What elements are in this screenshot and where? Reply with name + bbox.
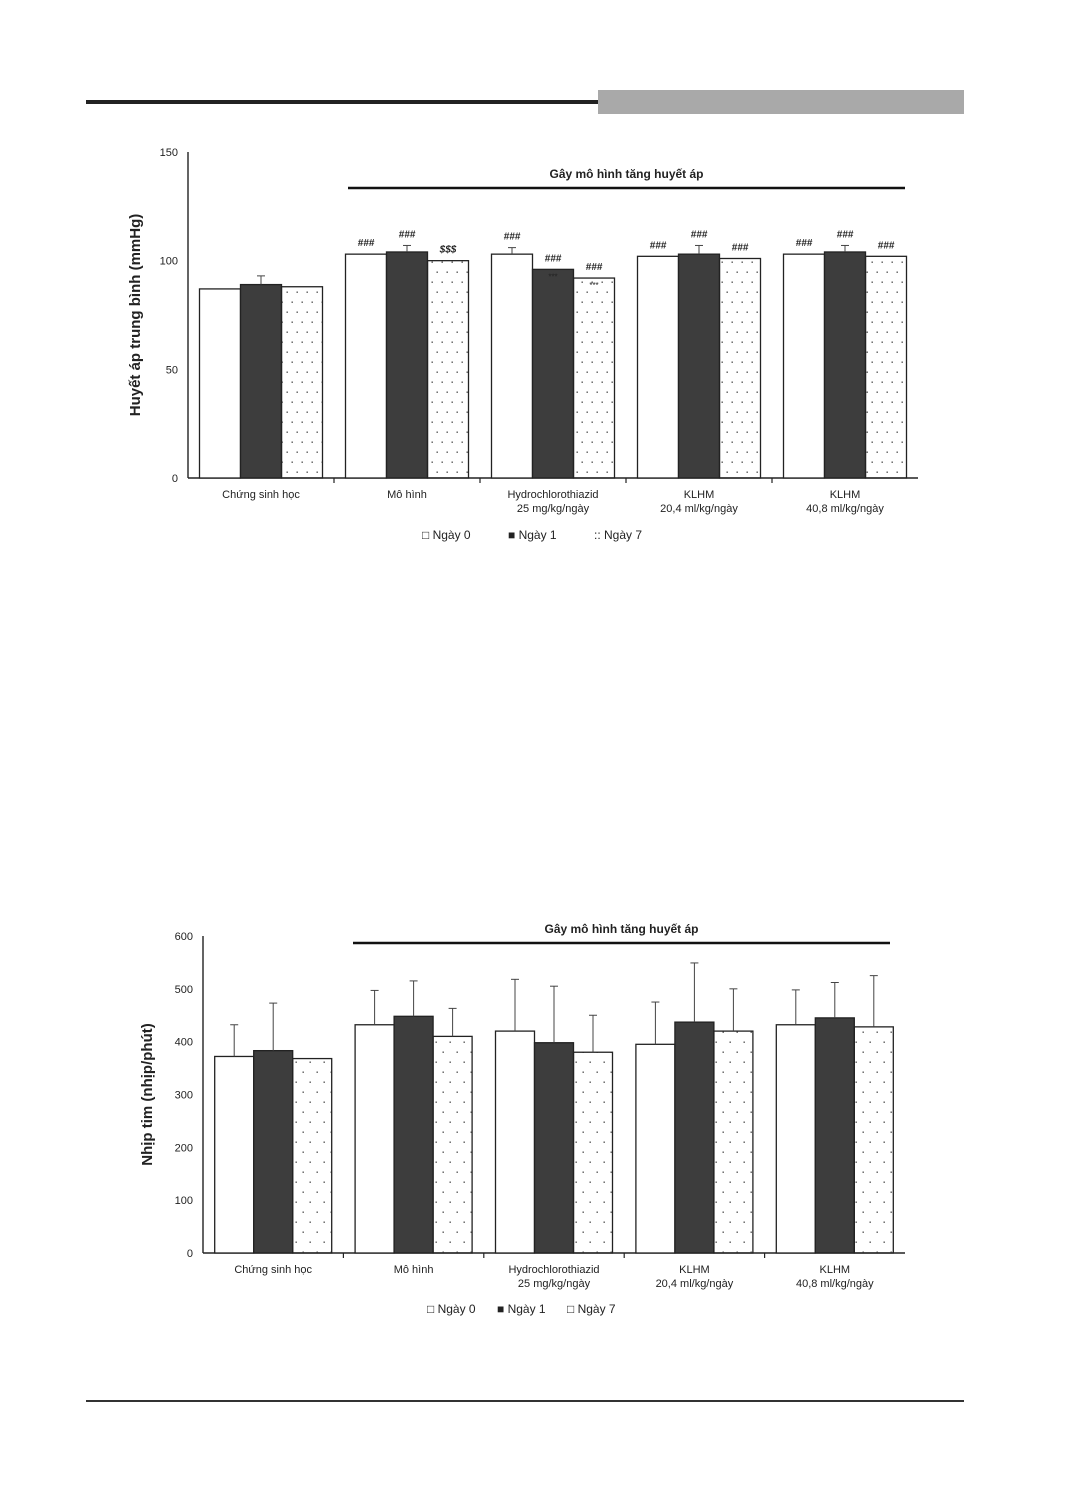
- category-label: KLHM: [830, 489, 861, 501]
- legend-entry: ■ Ngày 1: [508, 528, 557, 542]
- header-band: [598, 90, 964, 114]
- y-tick-label: 100: [160, 256, 178, 268]
- category-label: KLHM: [684, 489, 715, 501]
- y-tick-label: 100: [175, 1195, 193, 1207]
- bar-2-3: [426, 260, 470, 479]
- bar-2-2: [385, 251, 429, 479]
- bar-2-3: [432, 1035, 473, 1254]
- significance-label-small: ***: [548, 272, 557, 281]
- significance-label: ###: [545, 253, 562, 264]
- bar-3-1: [490, 253, 534, 479]
- significance-label: ###: [732, 242, 749, 253]
- bar-2-1: [344, 253, 388, 479]
- legend-entry: □ Ngày 0: [427, 1302, 476, 1316]
- bar-5-1: [782, 253, 826, 479]
- header-rule: [86, 100, 598, 104]
- y-tick-label: 0: [187, 1248, 193, 1260]
- category-label: 40,8 ml/kg/ngày: [796, 1278, 874, 1290]
- bar-3-3: [572, 277, 616, 479]
- significance-label: ###: [878, 240, 895, 251]
- bar-5-2: [814, 1017, 855, 1254]
- category-label: Chứng sinh học: [222, 489, 300, 501]
- bar-5-1: [775, 1024, 816, 1254]
- significance-label: ###: [796, 238, 813, 249]
- y-tick-label: 400: [175, 1037, 193, 1049]
- y-tick-label: 50: [166, 364, 178, 376]
- bar-1-2: [253, 1049, 294, 1254]
- bar-4-1: [635, 1043, 676, 1254]
- category-label: Mô hình: [394, 1264, 434, 1276]
- category-label: KLHM: [820, 1264, 851, 1276]
- bracket-label: Gây mô hình tăng huyết áp: [544, 922, 698, 936]
- bar-2-1: [354, 1024, 395, 1254]
- bar-1-3: [280, 286, 324, 479]
- category-label: Chứng sinh học: [234, 1264, 312, 1276]
- category-label: 25 mg/kg/ngày: [517, 503, 590, 515]
- bar-1-1: [198, 288, 242, 479]
- heart-rate-chart: 0 100 200 300 400 500 600 Nhịp tim (nhịp/phút) G…: [139, 922, 905, 1316]
- bar-5-2: [823, 251, 867, 479]
- bar-1-3: [292, 1057, 333, 1254]
- category-label: Hydrochlorothiazid: [507, 489, 598, 501]
- significance-label: ###: [650, 240, 667, 251]
- y-tick-label: 150: [160, 147, 178, 159]
- significance-label: ###: [586, 262, 603, 273]
- significance-label: ###: [837, 229, 854, 240]
- category-label: 20,4 ml/kg/ngày: [656, 1278, 734, 1290]
- y-tick-label: 0: [172, 473, 178, 485]
- significance-label: ###: [504, 232, 521, 243]
- y-axis-label: Nhịp tim (nhịp/phút): [139, 1023, 156, 1165]
- category-label: KLHM: [679, 1264, 710, 1276]
- category-label: Mô hình: [387, 489, 427, 501]
- y-tick-label: 300: [175, 1090, 193, 1102]
- bar-5-3: [864, 255, 908, 479]
- bar-1-1: [214, 1055, 255, 1254]
- bar-3-1: [494, 1030, 536, 1254]
- legend-entry: □ Ngày 7: [567, 1302, 616, 1316]
- y-tick-label: 500: [175, 984, 193, 996]
- bar-4-1: [636, 255, 680, 479]
- significance-label: $$$: [439, 245, 457, 256]
- significance-label-small: ***: [589, 281, 598, 290]
- bar-4-3: [718, 257, 762, 479]
- y-tick-label: 600: [175, 931, 193, 943]
- significance-label: ###: [691, 229, 708, 240]
- legend-entry: ■ Ngày 1: [497, 1302, 546, 1316]
- mean-blood-pressure-chart: 0 50 100 150 Huyết áp trung bình (mmHg) Gây m…: [127, 147, 918, 542]
- y-axis-label: Huyết áp trung bình (mmHg): [127, 214, 144, 417]
- y-tick-label: 200: [175, 1142, 193, 1154]
- bar-1-2: [239, 283, 283, 479]
- bar-5-3: [853, 1026, 894, 1254]
- category-label: Hydrochlorothiazid: [508, 1264, 599, 1276]
- bar-4-3: [713, 1030, 754, 1254]
- bar-3-3: [572, 1051, 614, 1254]
- bar-3-2: [531, 268, 575, 479]
- legend-entry: :: Ngày 7: [594, 528, 642, 542]
- bar-3-2: [533, 1042, 575, 1254]
- bracket-label: Gây mô hình tăng huyết áp: [549, 167, 703, 181]
- bar-4-2: [674, 1021, 715, 1254]
- category-label: 25 mg/kg/ngày: [518, 1278, 591, 1290]
- footer-rule: [86, 1400, 964, 1402]
- legend-entry: □ Ngày 0: [422, 528, 471, 542]
- bar-2-2: [393, 1015, 434, 1254]
- significance-label: ###: [399, 229, 416, 240]
- bar-4-2: [677, 253, 721, 479]
- category-label: 20,4 ml/kg/ngày: [660, 503, 738, 515]
- category-label: 40,8 ml/kg/ngày: [806, 503, 884, 515]
- significance-label: ###: [358, 238, 375, 249]
